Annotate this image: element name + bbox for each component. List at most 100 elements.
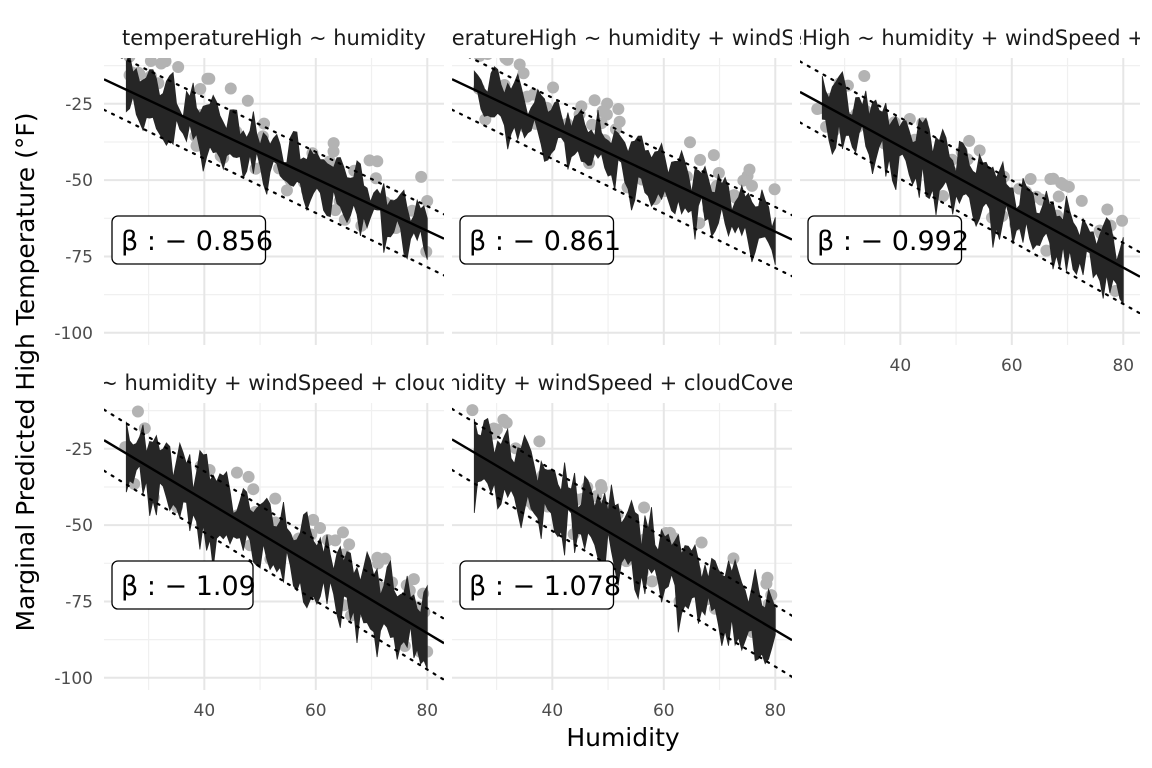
data-point	[588, 94, 601, 107]
x-tick-label: 80	[1112, 356, 1134, 376]
data-point	[194, 83, 207, 96]
data-point	[258, 117, 271, 130]
beta-label: β : − 0.992	[817, 226, 969, 257]
data-point	[371, 551, 384, 564]
interval-line	[452, 468, 792, 678]
x-axis-title: Humidity	[566, 723, 680, 752]
data-point	[586, 118, 599, 131]
data-point	[466, 404, 479, 417]
data-point	[421, 195, 434, 208]
data-point	[144, 58, 157, 67]
x-tick-label: 40	[542, 701, 564, 721]
beta-label-box	[111, 215, 267, 265]
interval-line	[104, 408, 444, 620]
y-tick-label: -50	[65, 516, 93, 536]
data-point	[745, 179, 758, 192]
data-point	[329, 534, 342, 547]
interval-line	[120, 58, 444, 216]
x-tick-label: 40	[194, 701, 216, 721]
data-point	[1116, 214, 1129, 227]
beta-label: β : − 0.861	[469, 226, 621, 257]
data-point	[646, 575, 659, 588]
facet-panel-1: temperatureHigh ~ humidity β : − 0.856 -25…	[54, 26, 444, 345]
data-point	[1101, 203, 1114, 216]
fit-line	[104, 439, 444, 645]
data-point	[1052, 190, 1065, 203]
y-tick-label: -75	[65, 247, 93, 267]
data-point	[1075, 194, 1088, 207]
prediction-ribbon	[125, 58, 428, 260]
y-tick-label: -75	[65, 592, 93, 612]
beta-label: β : − 1.078	[469, 571, 621, 602]
data-point	[1047, 172, 1060, 185]
facet-panel-3: temperatureHigh ~ humidity + windSpeed +…	[670, 26, 1152, 376]
data-point	[336, 526, 349, 539]
prediction-ribbon	[473, 66, 776, 265]
data-point	[483, 58, 493, 60]
data-point	[172, 60, 185, 73]
data-point	[497, 413, 510, 426]
facet-strip-title: temperatureHigh ~ humidity	[122, 26, 426, 50]
data-point	[533, 435, 546, 448]
data-point	[768, 183, 781, 196]
interval-line	[468, 58, 792, 217]
data-point	[307, 513, 320, 526]
beta-label-box	[459, 215, 615, 265]
fit-line	[104, 78, 444, 240]
interval-line	[104, 108, 444, 277]
data-point	[683, 136, 696, 149]
y-axis-title: Marginal Predicted High Temperature (°F)	[11, 112, 40, 631]
data-point	[203, 72, 216, 85]
data-point	[247, 483, 260, 496]
panel-plot-area	[452, 58, 792, 278]
data-point	[613, 115, 626, 128]
panel-plot-area	[104, 58, 444, 277]
x-tick-label: 60	[1001, 356, 1023, 376]
beta-label: β : − 0.856	[121, 226, 273, 257]
data-point	[727, 552, 740, 565]
facet-panel-4: temperatureHigh ~ humidity + windSpeed +…	[54, 371, 444, 721]
data-point	[501, 58, 514, 66]
data-point	[241, 94, 254, 107]
fit-line	[800, 90, 1140, 278]
data-point	[1040, 244, 1053, 257]
data-point	[363, 154, 376, 167]
data-point	[743, 163, 756, 176]
fit-line	[452, 438, 792, 642]
x-tick-label: 80	[764, 701, 786, 721]
beta-label-box	[111, 560, 254, 610]
x-tick-label: 60	[305, 701, 327, 721]
data-point	[973, 144, 986, 157]
interval-line	[452, 407, 792, 617]
interval-line	[452, 108, 792, 278]
data-point	[1024, 173, 1037, 186]
y-tick-label: -100	[54, 669, 93, 689]
data-point	[242, 470, 255, 483]
data-point	[963, 134, 976, 147]
data-point	[479, 113, 492, 126]
facet-panel-2: temperatureHigh ~ humidity + windSpeed β …	[397, 26, 847, 345]
data-point	[230, 466, 243, 479]
data-point	[1058, 179, 1071, 192]
data-point	[638, 501, 651, 514]
beta-label: β : − 1.09	[121, 571, 256, 602]
panels-layer: temperatureHigh ~ humidity β : − 0.856 -25…	[54, 26, 1152, 721]
x-tick-label: 60	[653, 701, 675, 721]
data-point	[224, 82, 237, 95]
facet-strip-title: temperatureHigh ~ humidity + windSpeed	[397, 26, 847, 50]
facet-strip-title: temperatureHigh ~ humidity + windSpeed +…	[670, 26, 1152, 50]
interval-line	[800, 60, 1140, 254]
data-point	[517, 67, 530, 80]
data-point	[712, 166, 725, 179]
prediction-ribbon	[821, 70, 1124, 306]
data-point	[159, 58, 172, 68]
data-point	[694, 153, 707, 166]
y-tick-label: -50	[65, 171, 93, 191]
data-point	[327, 145, 340, 158]
data-point	[937, 190, 950, 203]
y-tick-label: -25	[65, 440, 93, 460]
data-point	[707, 149, 720, 162]
data-point	[131, 405, 144, 418]
facet-panel-5: temperatureHigh ~ humidity + windSpeed +…	[452, 371, 792, 721]
data-point	[329, 204, 342, 217]
